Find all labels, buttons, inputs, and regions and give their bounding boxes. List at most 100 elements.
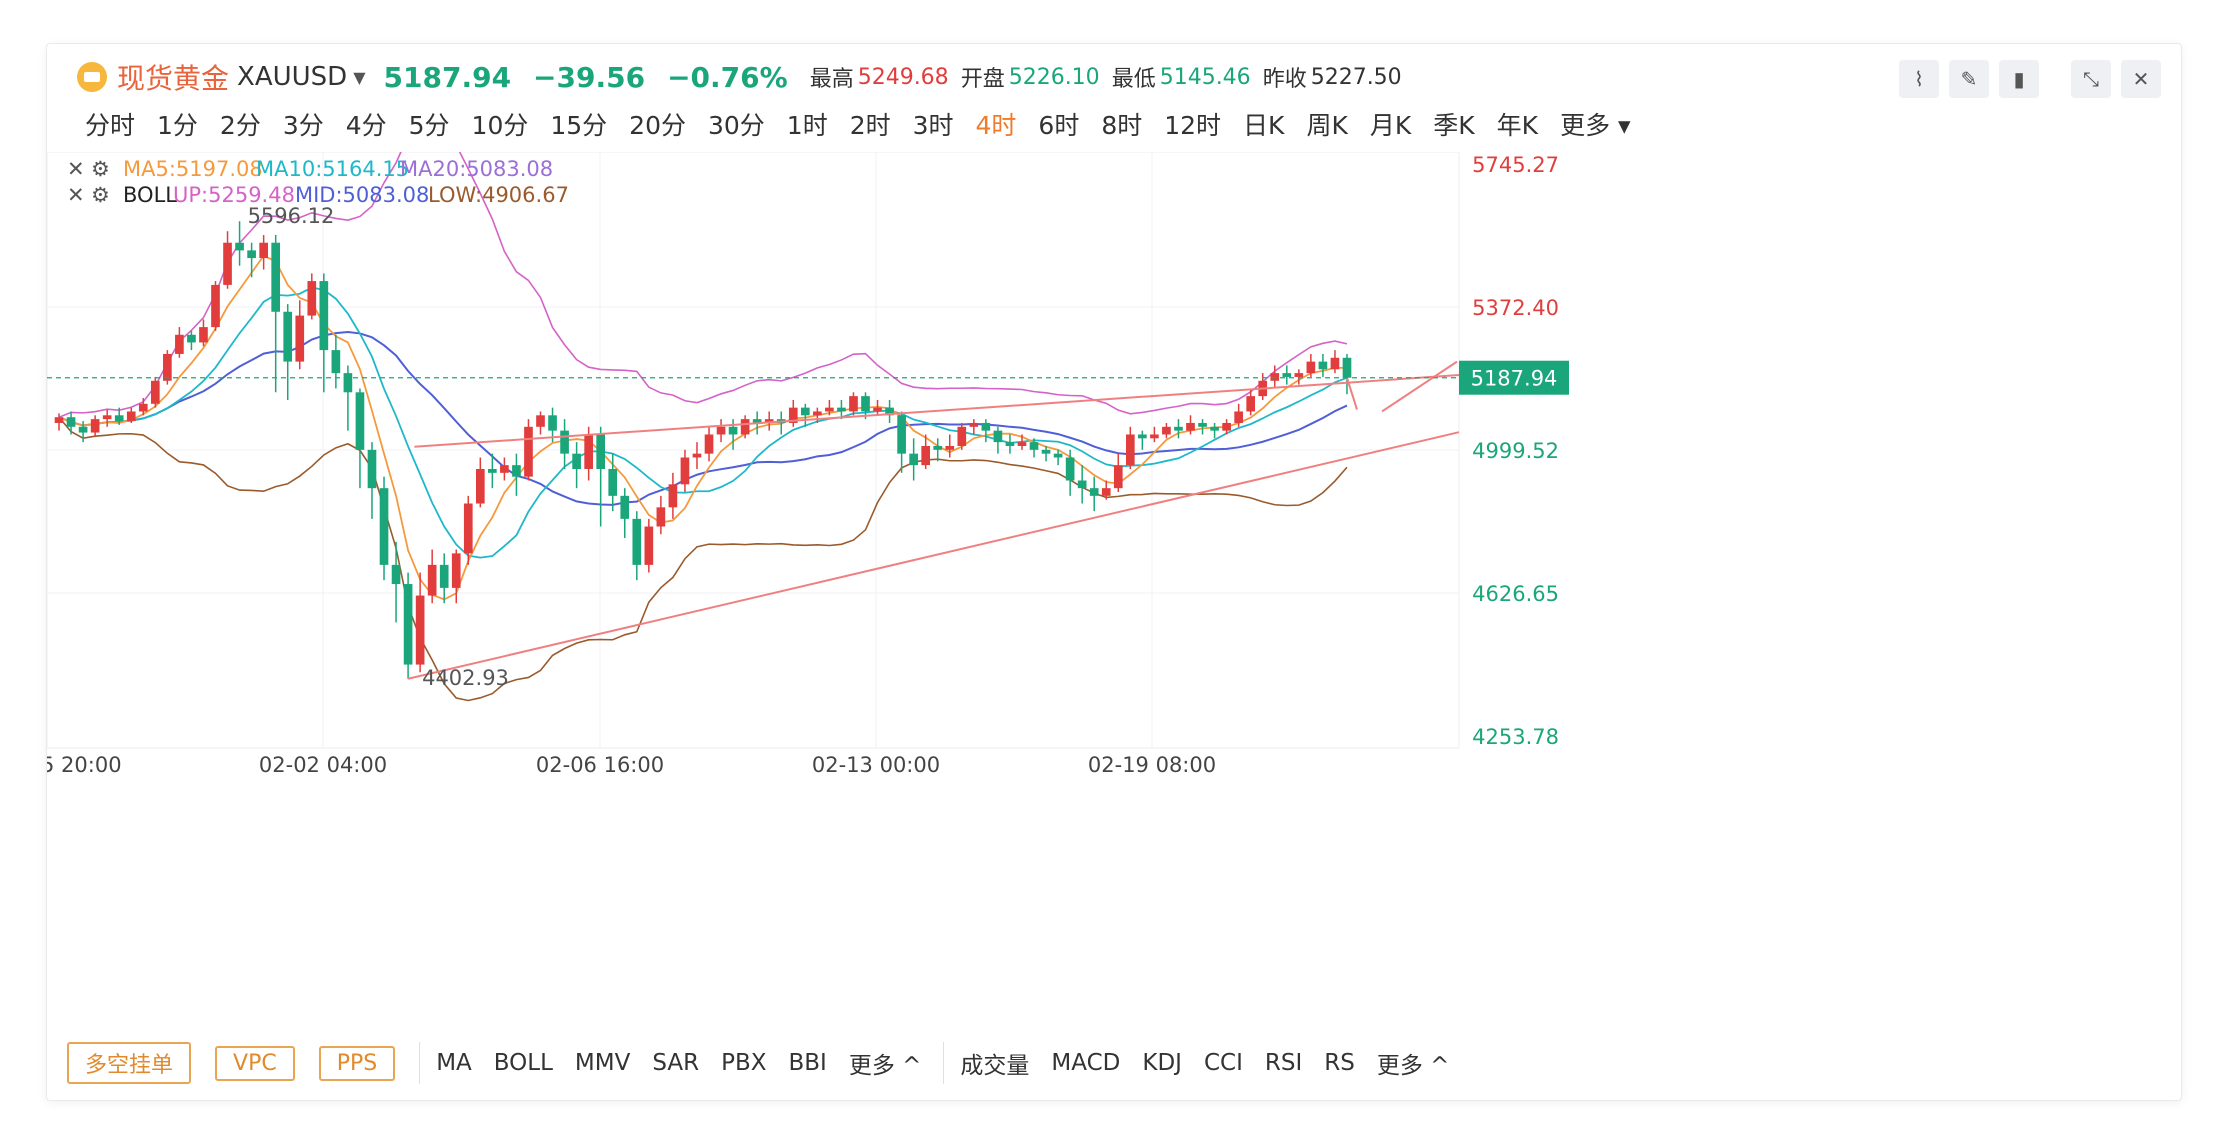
- vpc-button[interactable]: VPC: [215, 1045, 295, 1081]
- tab-timeframe[interactable]: 月K: [1369, 111, 1412, 140]
- indicator-volume[interactable]: 成交量: [960, 1053, 1030, 1079]
- y-tick-label: 5372.40: [1472, 296, 1559, 320]
- tab-timeframe[interactable]: 8时: [1101, 111, 1143, 140]
- indicator-bar: 多空挂单 VPC PPS MA BOLL MMV SAR PBX BBI 更多 …: [67, 1041, 1471, 1085]
- indicator-mmv[interactable]: MMV: [574, 1050, 631, 1076]
- line-chart-icon[interactable]: ⌇: [1899, 60, 1939, 98]
- tab-timeframe[interactable]: 季K: [1433, 111, 1475, 140]
- boll-legend-item: MID:5083.08: [295, 183, 429, 207]
- indicator-bbi[interactable]: BBI: [788, 1050, 827, 1076]
- pps-button[interactable]: PPS: [318, 1045, 396, 1081]
- candle-body: [415, 595, 425, 665]
- candle-body: [451, 553, 461, 588]
- candle-body: [933, 445, 943, 450]
- candle-body: [367, 449, 377, 489]
- tab-timeframe[interactable]: 3分: [282, 111, 324, 140]
- candle-body: [692, 453, 702, 458]
- tab-timeframe[interactable]: 年K: [1496, 111, 1539, 140]
- candle-body: [1089, 488, 1099, 496]
- indicator-boll[interactable]: BOLL: [493, 1050, 553, 1076]
- boll-lower-line: [58, 416, 1348, 702]
- candle-body: [114, 415, 124, 422]
- candle-body: [331, 350, 341, 374]
- prev-close-label: 昨收: [1262, 67, 1307, 92]
- long-short-orders-button[interactable]: 多空挂单: [67, 1042, 192, 1084]
- divider: [419, 1042, 421, 1084]
- candle-body: [788, 407, 798, 423]
- tab-timeframe[interactable]: 5分: [408, 111, 450, 140]
- tab-timeframe[interactable]: 分时: [85, 111, 136, 140]
- candle-body: [1186, 422, 1195, 431]
- candle-body: [873, 407, 882, 412]
- tab-timeframe[interactable]: 1时: [786, 111, 828, 140]
- candle-body: [271, 242, 281, 312]
- indicator-pbx[interactable]: PBX: [721, 1050, 767, 1076]
- candle-body: [1174, 426, 1183, 431]
- tab-timeframe[interactable]: 3时: [912, 111, 954, 140]
- candlestick-icon[interactable]: ▮: [1999, 60, 2039, 98]
- candle-body: [102, 415, 112, 420]
- candle-body: [223, 242, 232, 285]
- gold-coin-icon: [77, 62, 107, 92]
- indicator-sar[interactable]: SAR: [652, 1050, 700, 1076]
- indicator-ma[interactable]: MA: [436, 1050, 472, 1076]
- indicator-rs[interactable]: RS: [1324, 1050, 1355, 1076]
- indicator-kdj[interactable]: KDJ: [1142, 1050, 1182, 1076]
- last-price: 5187.94: [383, 60, 512, 94]
- candle-body: [572, 453, 581, 469]
- trend-line-support: [407, 431, 1460, 680]
- tab-timeframe[interactable]: 30分: [707, 111, 765, 140]
- ma10-line: [58, 286, 1348, 559]
- tab-timeframe[interactable]: 更多 ▾: [1560, 111, 1631, 140]
- chevron-down-icon[interactable]: ▼: [353, 67, 366, 87]
- candle-body: [981, 422, 991, 431]
- price-change-pct: −0.76%: [667, 60, 788, 94]
- settings-ma-legend-icon: ⚙: [91, 157, 110, 181]
- y-tick-label: 4626.65: [1472, 582, 1559, 606]
- candle-body: [656, 507, 666, 527]
- draw-pencil-icon[interactable]: ✎: [1949, 60, 1989, 98]
- tab-timeframe[interactable]: 15分: [550, 111, 608, 140]
- candle-body: [319, 281, 329, 351]
- indicator-rsi[interactable]: RSI: [1264, 1050, 1303, 1076]
- low-value: 5145.46: [1159, 64, 1251, 90]
- boll-mid-line: [58, 330, 1348, 506]
- candle-body: [1318, 361, 1328, 370]
- candle-body: [1234, 411, 1243, 423]
- tab-timeframe[interactable]: 12时: [1164, 111, 1222, 140]
- candle-body: [175, 334, 184, 354]
- high-label: 最高: [809, 67, 854, 92]
- candle-body: [1017, 442, 1027, 446]
- candle-body: [403, 584, 413, 665]
- tab-timeframe[interactable]: 20分: [629, 111, 686, 140]
- collapse-icon[interactable]: ⤡: [2071, 60, 2111, 98]
- tab-timeframe[interactable]: 周K: [1306, 111, 1348, 140]
- tab-timeframe[interactable]: 2时: [849, 111, 891, 140]
- candle-body: [885, 407, 894, 416]
- candle-body: [1246, 396, 1256, 412]
- current-price-tag: [1459, 360, 1569, 395]
- candle-body: [199, 327, 208, 343]
- tab-timeframe[interactable]: 2分: [219, 111, 261, 140]
- indicator-macd[interactable]: MACD: [1051, 1050, 1121, 1076]
- candle-body: [957, 426, 967, 446]
- main-indicator-more[interactable]: 更多 ^: [848, 1053, 922, 1079]
- candle-body: [800, 407, 810, 416]
- tab-timeframe[interactable]: 6时: [1038, 111, 1080, 140]
- tab-timeframe[interactable]: 日K: [1243, 111, 1285, 140]
- indicator-cci[interactable]: CCI: [1203, 1050, 1243, 1076]
- close-icon[interactable]: ✕: [2121, 60, 2161, 98]
- tab-timeframe[interactable]: 4分: [345, 111, 387, 140]
- candle-body: [704, 434, 714, 454]
- tab-timeframe[interactable]: 10分: [471, 111, 529, 140]
- sub-indicator-more[interactable]: 更多 ^: [1376, 1053, 1450, 1079]
- candle-body: [837, 407, 846, 412]
- tab-timeframe[interactable]: 4时: [975, 111, 1017, 140]
- symbol-selector[interactable]: XAUUSD: [237, 62, 348, 92]
- candle-body: [584, 434, 593, 469]
- tab-timeframe[interactable]: 1分: [157, 111, 198, 140]
- candlestick-chart[interactable]: 5745.27 5372.40 4999.52 4626.65 4253.78 5 20:…: [47, 152, 2181, 1042]
- close-ma-legend-icon: ✕: [67, 157, 85, 181]
- candle-body: [1162, 426, 1171, 435]
- candle-body: [861, 396, 870, 412]
